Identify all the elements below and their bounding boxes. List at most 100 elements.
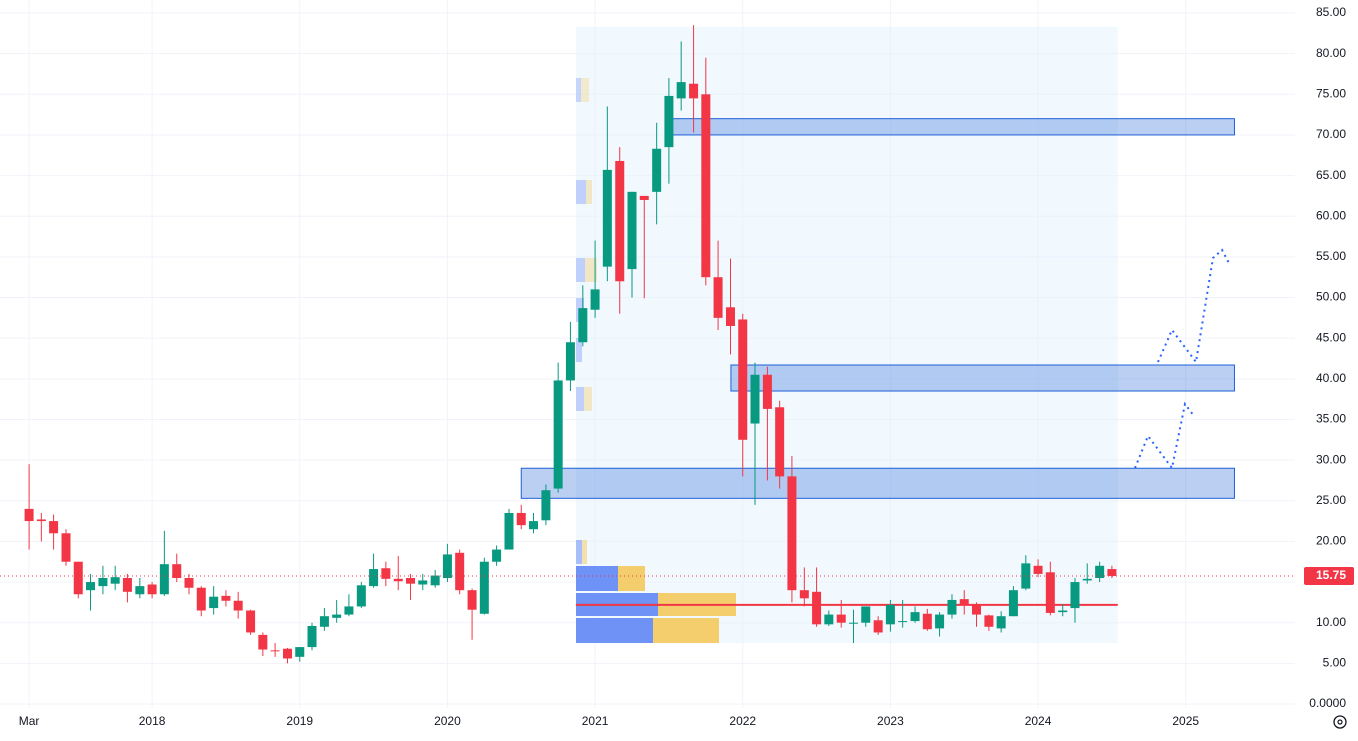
candle-body — [430, 575, 440, 586]
projection-path — [1157, 248, 1231, 365]
price-zone — [520, 467, 1235, 499]
candle-body — [689, 83, 699, 99]
profile-bar — [581, 78, 589, 102]
x-tick-label: 2024 — [1025, 714, 1052, 728]
last-price-badge — [1304, 566, 1354, 585]
candle-body — [971, 604, 981, 615]
candle-body — [49, 521, 59, 534]
candle-body — [492, 549, 502, 562]
y-tick-label: 75.00 — [1316, 86, 1346, 100]
x-tick-label: 2022 — [729, 714, 756, 728]
candle-body — [861, 606, 871, 623]
candle-body — [1033, 565, 1043, 574]
price-zone — [730, 364, 1235, 392]
profile-bar — [653, 618, 719, 643]
candle-body — [467, 590, 477, 610]
candle-body — [529, 521, 539, 530]
candle-body — [406, 577, 416, 584]
candle-body — [713, 277, 723, 318]
candle-body — [418, 580, 428, 585]
candle-body — [1107, 569, 1117, 576]
y-tick-label: 85.00 — [1316, 5, 1346, 19]
candle-body — [873, 620, 883, 633]
profile-bar — [582, 540, 587, 564]
candle-body — [1070, 582, 1080, 609]
candle-body — [61, 533, 71, 562]
y-tick-label: 40.00 — [1316, 371, 1346, 385]
y-tick-label: 20.00 — [1316, 534, 1346, 548]
candle-body — [627, 191, 637, 270]
y-tick-label: 55.00 — [1316, 249, 1346, 263]
settings-gear[interactable] — [1333, 715, 1347, 729]
candle-body — [1021, 563, 1031, 589]
candle-body — [369, 569, 379, 587]
candle-body — [553, 380, 563, 489]
settings-icon[interactable] — [1333, 715, 1347, 729]
candle-body — [885, 604, 895, 625]
candle-body — [258, 634, 268, 650]
profile-bar — [576, 387, 584, 411]
candle-body — [147, 584, 157, 595]
candle-body — [270, 650, 280, 652]
candle-body — [319, 616, 329, 627]
candle-body — [1008, 590, 1018, 617]
candle-body — [799, 590, 809, 599]
candle-body — [1045, 572, 1055, 613]
candle-body — [356, 585, 366, 607]
candle-body — [1082, 578, 1092, 581]
candle-body — [246, 610, 256, 633]
candle-body — [1095, 565, 1105, 578]
candle-body — [775, 407, 785, 477]
candle-body — [836, 614, 846, 623]
candle-body — [541, 490, 551, 521]
profile-bar — [576, 540, 582, 564]
plot-layer: 0.00005.0010.0015.0020.0025.0030.0035.00… — [0, 5, 1354, 728]
x-tick-label: 2023 — [877, 714, 904, 728]
profile-bar — [618, 566, 645, 591]
profile-bar — [586, 180, 592, 204]
candle-body — [24, 508, 34, 522]
candle-body — [565, 342, 575, 381]
candle-body — [442, 554, 452, 578]
candle-body — [984, 615, 994, 627]
candle-body — [184, 577, 194, 588]
candle-body — [307, 625, 317, 648]
x-tick-label: 2025 — [1172, 714, 1199, 728]
y-tick-label: 45.00 — [1316, 330, 1346, 344]
projection-arrows — [1134, 248, 1231, 471]
candle-body — [122, 577, 132, 592]
settings-gear-center[interactable] — [1337, 719, 1343, 725]
candle-body — [344, 606, 354, 615]
y-tick-label: 30.00 — [1316, 452, 1346, 466]
candle-body — [36, 519, 46, 522]
x-tick-label: Mar — [19, 714, 40, 728]
candle-body — [750, 374, 760, 424]
candle-body — [516, 512, 526, 526]
candle-body — [701, 94, 711, 278]
candle-body — [393, 578, 403, 582]
candle-body — [652, 148, 662, 192]
candle-body — [233, 600, 243, 611]
candle-body — [332, 614, 342, 618]
candle-body — [110, 577, 120, 584]
candle-body — [295, 647, 305, 657]
candle-body — [848, 622, 858, 624]
y-tick-label: 35.00 — [1316, 412, 1346, 426]
candle-body — [996, 616, 1006, 629]
y-tick-label: 25.00 — [1316, 493, 1346, 507]
candle-body — [282, 648, 292, 659]
candle-body — [172, 564, 182, 578]
y-tick-label: 70.00 — [1316, 127, 1346, 141]
candle-body — [479, 561, 489, 614]
candle-body — [135, 586, 145, 595]
candle-body — [898, 621, 908, 623]
candle-body — [762, 374, 772, 409]
profile-bar — [576, 338, 582, 362]
y-tick-label: 10.00 — [1316, 615, 1346, 629]
y-tick-label: 5.00 — [1323, 656, 1347, 670]
candle-body — [159, 564, 169, 595]
profile-bar — [576, 258, 585, 282]
price-zone — [669, 118, 1235, 136]
candle-body — [639, 195, 649, 200]
candle-body — [221, 595, 231, 601]
